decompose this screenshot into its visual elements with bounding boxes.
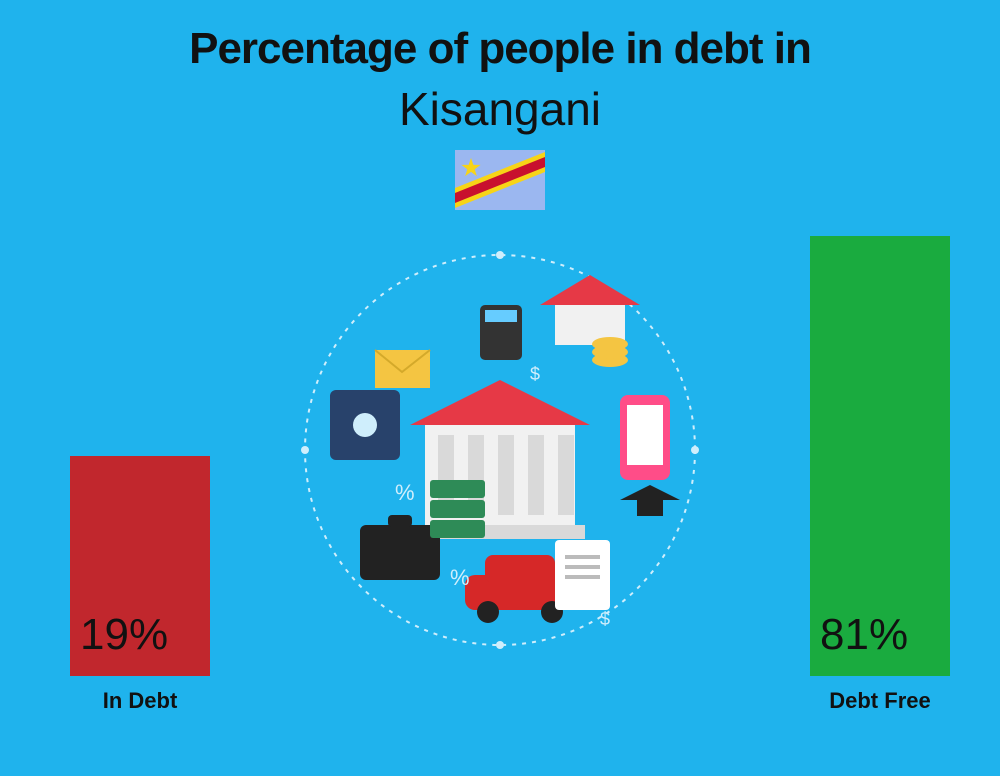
- drc-flag-icon: [455, 150, 545, 210]
- title-line2: Kisangani: [0, 82, 1000, 136]
- svg-text:%: %: [395, 480, 415, 505]
- svg-text:%: %: [450, 565, 470, 590]
- svg-text:$: $: [600, 609, 610, 629]
- bar-in-debt-label: In Debt: [70, 688, 210, 714]
- bar-debt-free-value: 81%: [820, 610, 908, 660]
- finance-illustration-icon: % % $ $: [290, 240, 710, 660]
- infographic-canvas: Percentage of people in debt in Kisangan…: [0, 0, 1000, 776]
- bar-in-debt-value: 19%: [80, 610, 168, 660]
- svg-text:$: $: [530, 364, 540, 384]
- title-line1: Percentage of people in debt in: [0, 24, 1000, 74]
- bar-debt-free-label: Debt Free: [810, 688, 950, 714]
